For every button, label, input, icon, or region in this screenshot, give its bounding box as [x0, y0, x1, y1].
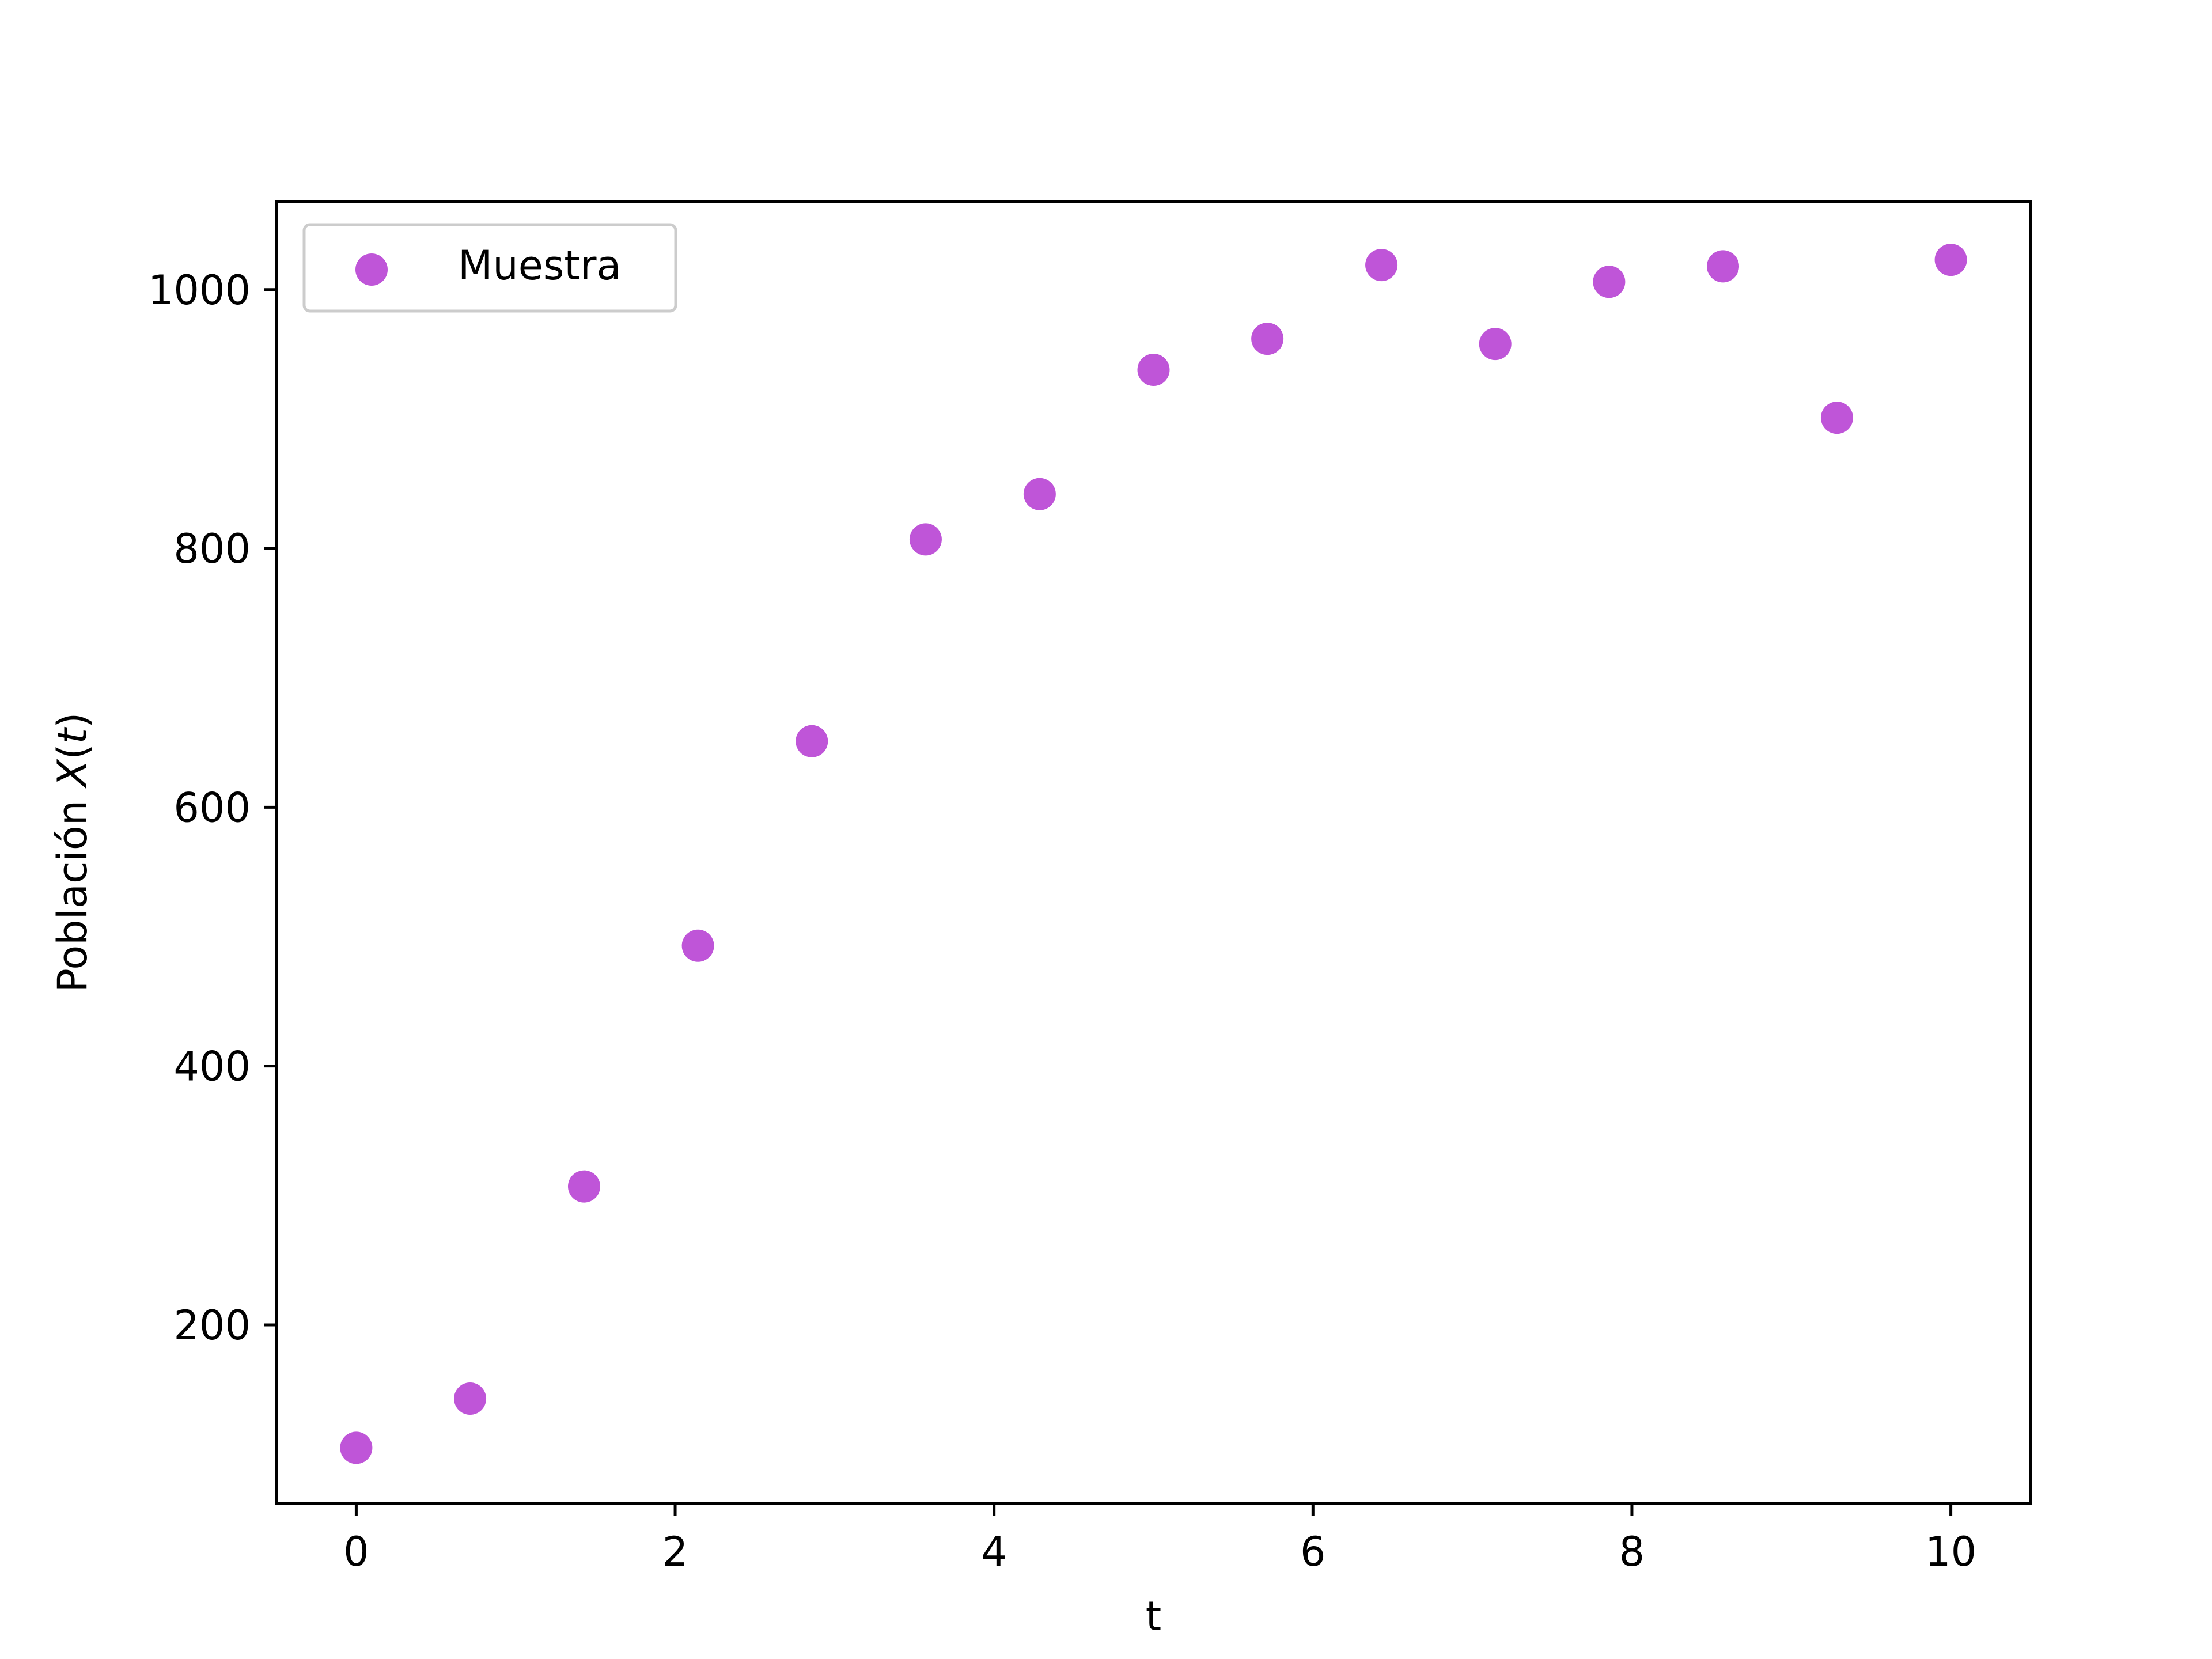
data-point — [1137, 354, 1170, 387]
legend-label: Muestra — [458, 242, 621, 289]
y-tick-label: 600 — [173, 784, 251, 831]
x-axis-label: t — [1146, 1593, 1161, 1640]
plot-frame — [275, 200, 2032, 1505]
x-tick-label: 2 — [662, 1528, 688, 1575]
data-point — [1593, 266, 1626, 298]
x-tick-label: 10 — [1925, 1528, 1976, 1575]
x-axis-ticks: 0 2 4 6 8 10 — [343, 1503, 1976, 1575]
y-axis-label-variable: X — [49, 759, 96, 790]
y-tick-label: 800 — [173, 525, 251, 573]
y-tick-label: 1000 — [148, 267, 251, 314]
y-axis-label-prefix: Población — [49, 787, 96, 993]
data-point — [340, 1431, 373, 1464]
data-point — [1365, 249, 1398, 282]
data-point — [1479, 328, 1512, 361]
y-axis-label-argument: t — [49, 726, 96, 744]
data-point — [454, 1382, 487, 1415]
data-point — [1023, 478, 1056, 510]
data-point — [1820, 402, 1853, 434]
y-tick-label: 400 — [173, 1043, 251, 1090]
data-point — [1707, 250, 1740, 283]
y-axis-ticks: 200 400 600 800 1000 — [148, 267, 276, 1349]
data-point — [796, 725, 828, 757]
y-tick-label: 200 — [173, 1302, 251, 1349]
legend-box — [302, 223, 677, 313]
data-point — [1251, 323, 1284, 355]
y-axis-label-open-paren: ( — [49, 744, 96, 759]
x-tick-label: 0 — [343, 1528, 369, 1575]
y-axis-label: Población X(t) — [49, 713, 96, 993]
x-tick-label: 8 — [1619, 1528, 1645, 1575]
data-point — [1934, 244, 1967, 276]
legend-marker — [355, 253, 388, 286]
y-axis-label-close-paren: ) — [49, 713, 96, 728]
data-points — [340, 244, 1967, 1464]
data-point — [909, 523, 942, 556]
x-tick-label: 6 — [1300, 1528, 1326, 1575]
x-tick-label: 4 — [981, 1528, 1007, 1575]
legend: Muestra — [302, 223, 677, 313]
data-point — [681, 929, 714, 962]
data-point — [567, 1170, 600, 1203]
